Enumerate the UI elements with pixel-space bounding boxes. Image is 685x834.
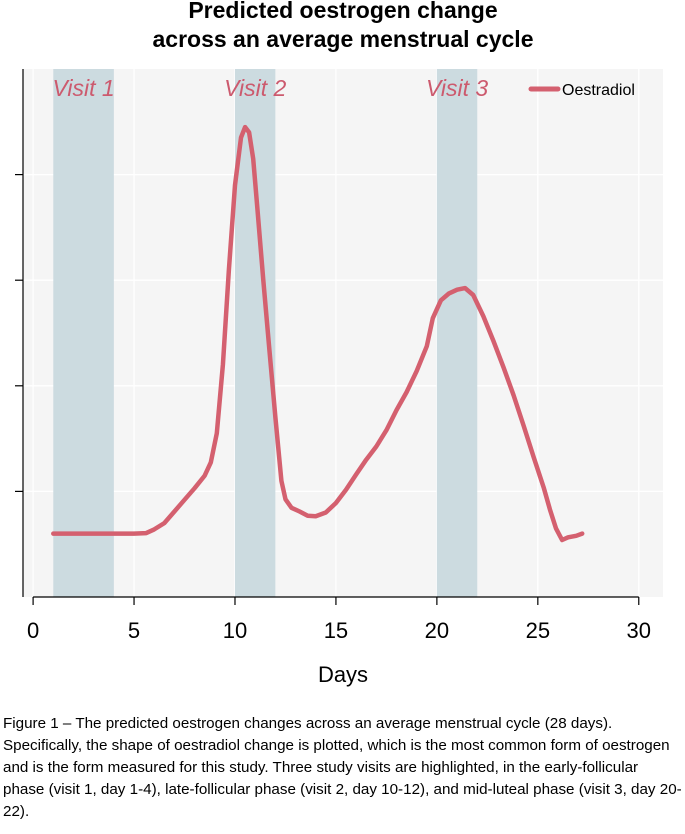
plot-area	[23, 69, 663, 597]
chart-title: Predicted oestrogen change	[188, 0, 497, 23]
x-tick-label: 25	[526, 618, 550, 643]
x-tick-label: 0	[27, 618, 39, 643]
x-tick-label: 30	[627, 618, 651, 643]
x-axis-label: Days	[318, 662, 368, 687]
legend-label-oestradiol: Oestradiol	[562, 82, 635, 99]
visit-label: Visit 2	[224, 75, 286, 101]
visit-label: Visit 3	[426, 75, 488, 101]
chart: Predicted oestrogen change across an ave…	[15, 0, 663, 687]
visit-label: Visit 1	[52, 75, 114, 101]
x-tick-label: 20	[425, 618, 449, 643]
visit-band	[53, 69, 114, 597]
legend: Oestradiol	[528, 82, 635, 99]
axes: 0 5 10 15 20 25 30	[15, 69, 651, 643]
x-tick-label: 10	[223, 618, 247, 643]
x-tick-label: 5	[128, 618, 140, 643]
figure-caption: Figure 1 – The predicted oestrogen chang…	[3, 715, 682, 820]
series-layer	[51, 124, 585, 543]
x-tick-label: 15	[324, 618, 348, 643]
visit-labels: Visit 1 Visit 2 Visit 3	[52, 75, 488, 101]
chart-subtitle: across an average menstrual cycle	[152, 26, 533, 52]
series-line-oestradiol	[51, 124, 585, 543]
visit-band	[436, 69, 478, 597]
